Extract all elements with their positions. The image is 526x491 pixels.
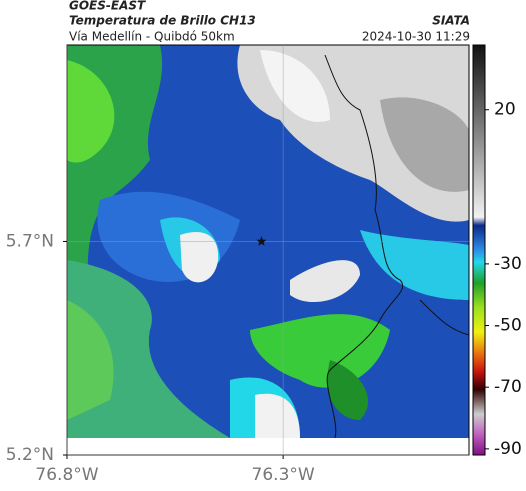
colorbar-label: -70	[494, 377, 522, 397]
colorbar-label: -90	[494, 439, 522, 459]
subtitle: Vía Medellín - Quibdó 50km	[69, 30, 235, 44]
x-tick-label: 76.8°W	[35, 465, 98, 485]
colorbar	[472, 44, 486, 456]
source: GOES-EAST	[69, 0, 146, 13]
y-tick-label: 5.2°N	[6, 445, 54, 465]
datetime: 2024-10-30 11:29	[362, 30, 470, 44]
colorbar-label: -30	[494, 254, 522, 274]
colorbar-label: -50	[494, 316, 522, 336]
x-tick-label: 76.3°W	[252, 465, 315, 485]
title: Temperatura de Brillo CH13	[69, 14, 256, 28]
location-marker	[256, 236, 267, 246]
y-tick-label: 5.7°N	[6, 231, 54, 251]
brand: SIATA	[432, 14, 470, 28]
colorbar-label: 20	[494, 100, 516, 120]
